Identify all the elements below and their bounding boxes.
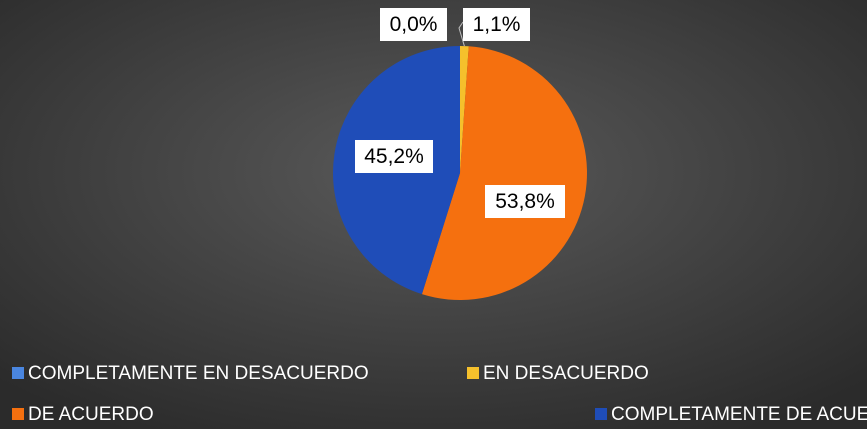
legend-swatch: [12, 408, 24, 420]
legend: COMPLETAMENTE EN DESACUERDO EN DESACUERDO…: [12, 363, 867, 425]
data-label: 0,0%: [390, 13, 438, 36]
label-box: [380, 8, 447, 41]
pie-slice: [460, 46, 469, 173]
data-labels: 0,0% 1,1% 53,8% 45,2%: [355, 8, 565, 218]
leader-line: [458, 21, 465, 47]
data-label: 45,2%: [364, 145, 424, 168]
legend-label: EN DESACUERDO: [483, 363, 649, 384]
legend-label: DE ACUERDO: [28, 404, 154, 425]
label-box: [463, 8, 530, 41]
pie-slice: [421, 46, 587, 300]
legend-swatch: [595, 408, 607, 420]
label-box: [485, 185, 565, 218]
label-box: [355, 140, 433, 173]
legend-label: COMPLETAMENTE DE ACUERDO: [611, 404, 867, 425]
data-label: 53,8%: [495, 190, 555, 213]
legend-label: COMPLETAMENTE EN DESACUERDO: [28, 363, 369, 384]
legend-swatch: [12, 367, 24, 379]
data-label: 1,1%: [473, 13, 521, 36]
legend-swatch: [467, 367, 479, 379]
